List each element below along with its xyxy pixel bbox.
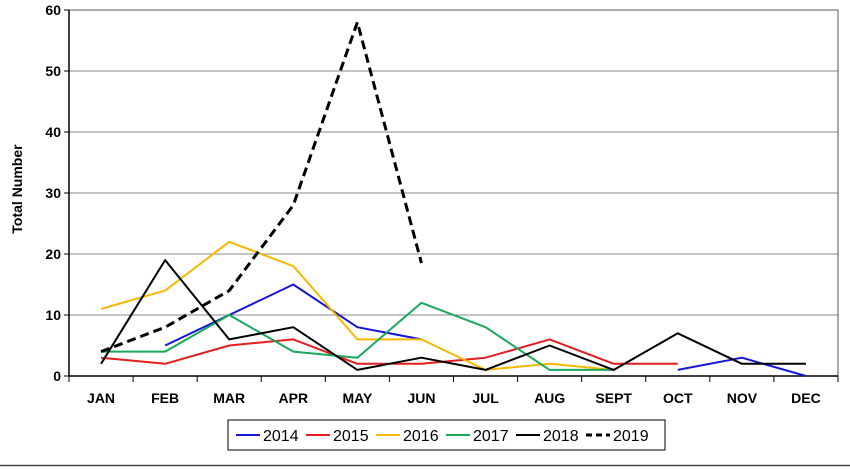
x-tick-label: NOV — [727, 390, 758, 406]
axes — [64, 9, 839, 382]
y-axis-title: Total Number — [9, 144, 25, 234]
legend-item-2017: 2017 — [446, 428, 509, 445]
y-tick-label: 60 — [45, 2, 61, 18]
legend: 2014 2015 2016 2017 2018 2019 — [227, 419, 666, 451]
y-tick-label: 40 — [45, 124, 61, 140]
legend-label: 2017 — [473, 428, 509, 445]
series-2015 — [100, 338, 678, 365]
x-tick-label: JUL — [472, 390, 499, 406]
series-line — [164, 283, 422, 347]
series-line — [100, 240, 614, 371]
legend-label: 2015 — [333, 428, 369, 445]
x-tick-label: SEPT — [595, 390, 632, 406]
x-tick-label: AUG — [534, 390, 565, 406]
series-line — [101, 301, 614, 371]
y-tick-label: 50 — [45, 63, 61, 79]
series-line — [100, 338, 678, 365]
y-tick-label: 20 — [45, 246, 61, 262]
series-line — [100, 20, 423, 354]
x-tick-label: MAY — [342, 390, 372, 406]
series-2014 — [164, 283, 807, 377]
legend-label: 2016 — [403, 428, 439, 445]
x-tick-label: JAN — [87, 390, 115, 406]
legend-item-2015: 2015 — [306, 428, 369, 445]
x-tick-label: JUN — [407, 390, 435, 406]
gridlines — [69, 9, 838, 316]
x-tick-label: FEB — [151, 390, 179, 406]
series-line — [677, 356, 807, 377]
series-2018 — [100, 259, 806, 371]
x-tick-label: DEC — [791, 390, 821, 406]
x-tick-label: MAR — [213, 390, 245, 406]
legend-label: 2018 — [543, 428, 579, 445]
x-tick-label: APR — [279, 390, 309, 406]
series-lines — [100, 20, 807, 377]
legend-label: 2019 — [613, 428, 649, 445]
y-tick-label: 30 — [45, 185, 61, 201]
legend-label: 2014 — [263, 428, 299, 445]
series-line — [100, 259, 806, 371]
series-2019 — [100, 20, 423, 354]
x-tick-label: OCT — [663, 390, 693, 406]
y-tick-label: 0 — [53, 368, 61, 384]
y-tick-label: 10 — [45, 307, 61, 323]
legend-item-2016: 2016 — [376, 428, 439, 445]
legend-item-2014: 2014 — [236, 428, 299, 445]
legend-item-2018: 2018 — [516, 428, 579, 445]
x-tick-labels: JAN FEB MAR APR MAY JUN JUL AUG SEPT OCT NOV DEC — [87, 390, 821, 406]
y-tick-labels: 0 10 20 30 40 50 60 — [45, 2, 61, 384]
legend-item-2019: 2019 — [586, 428, 649, 445]
